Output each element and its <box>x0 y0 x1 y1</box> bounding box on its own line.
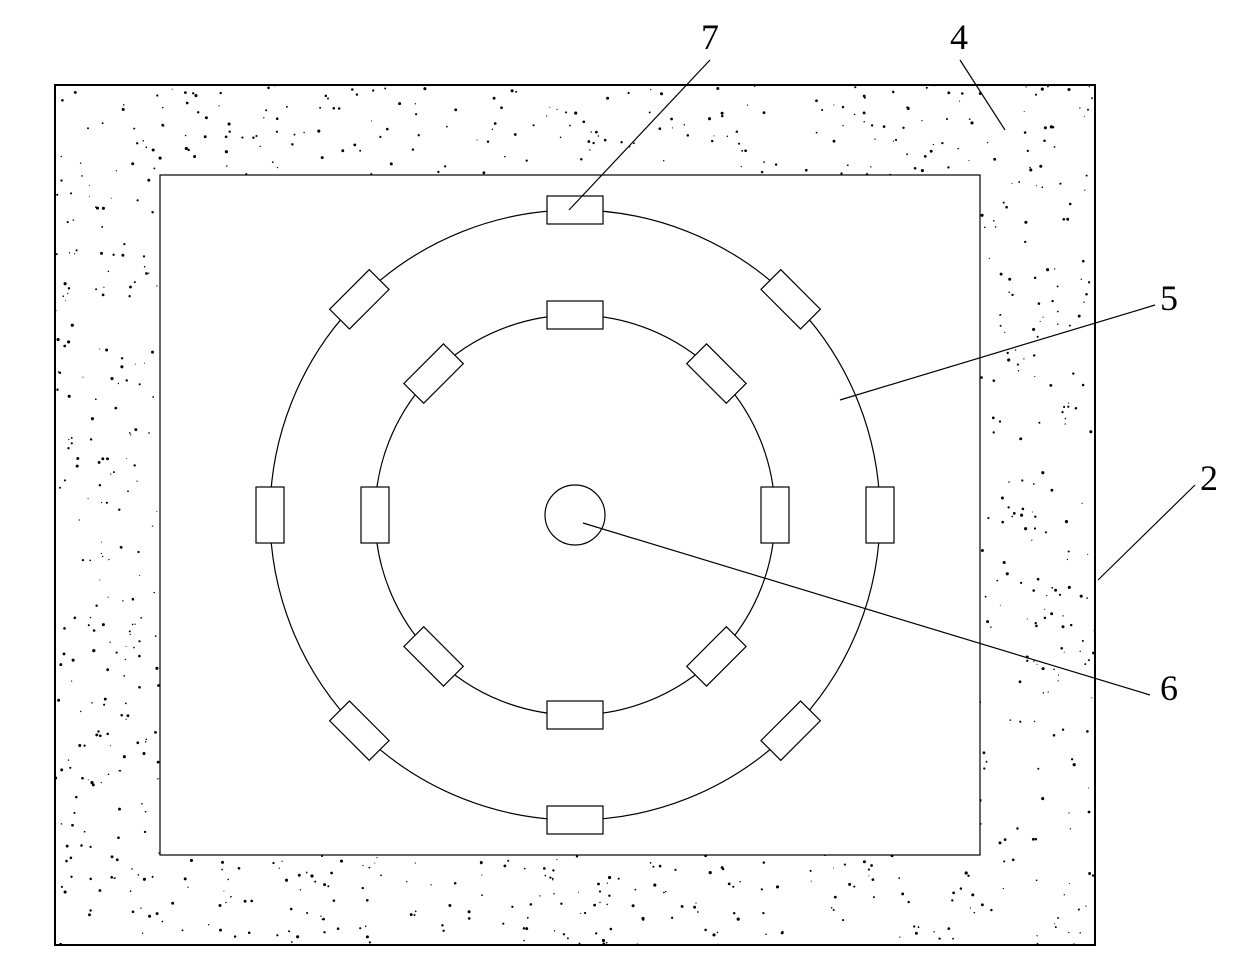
inner-tab-4 <box>547 701 603 729</box>
callout-line-4 <box>960 60 1005 130</box>
outer-tab-6 <box>256 487 284 543</box>
diagram-canvas: 7 4 5 2 6 <box>0 0 1240 974</box>
inner-tab-6 <box>361 487 389 543</box>
outer-tab-4 <box>547 806 603 834</box>
callout-label-4: 4 <box>950 17 968 57</box>
inner-tab-0 <box>547 301 603 329</box>
callout-label-2: 2 <box>1200 458 1218 498</box>
outer-tab-0 <box>547 196 603 224</box>
inner-tab-2 <box>761 487 789 543</box>
callout-line-2 <box>1098 485 1195 580</box>
outer-tab-2 <box>866 487 894 543</box>
callout-label-5: 5 <box>1160 278 1178 318</box>
callout-label-7: 7 <box>701 17 719 57</box>
callout-label-6: 6 <box>1160 668 1178 708</box>
